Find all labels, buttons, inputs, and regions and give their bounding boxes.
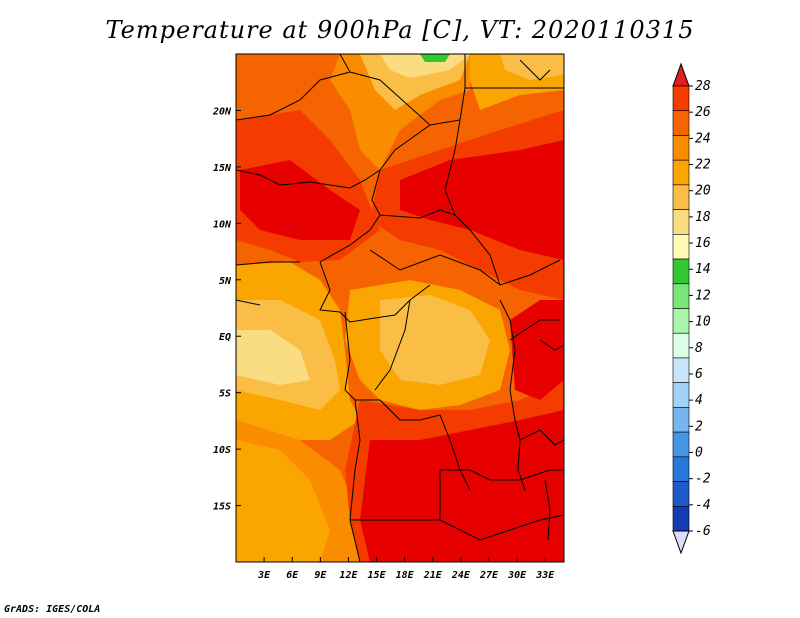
lon-label-9e: 9E: [314, 570, 327, 581]
colorbar-segment: [672, 357, 690, 383]
colorbar-segment: [672, 258, 690, 285]
lon-label-21e: 21E: [423, 570, 443, 581]
border-libya-chad: [349, 71, 564, 126]
border-zambia: [469, 469, 564, 481]
colorbar-segment: [672, 159, 690, 186]
red-sea-coast: [519, 59, 551, 81]
colorbar-label: -6: [695, 524, 711, 539]
lat-label-5n: 5N: [219, 276, 232, 287]
lon-label-18e: 18E: [396, 570, 415, 581]
field-sw-22: [236, 440, 330, 562]
border-chad-car: [379, 209, 456, 219]
colorbar-label: 4: [695, 393, 703, 408]
colorbar-label: 0: [695, 445, 703, 460]
colorbar-label: -2: [695, 472, 711, 487]
country-borders: [236, 54, 564, 562]
colorbar-label: 26: [695, 105, 711, 120]
field-south-28: [360, 410, 564, 562]
colorbar-segment: [672, 481, 690, 507]
temperature-field: [236, 54, 564, 562]
lat-label-15s: 15S: [213, 502, 231, 513]
coast-bight: [236, 299, 261, 306]
lon-label-24e: 24E: [451, 570, 471, 581]
border-nigeria-chad-cameroon: [319, 169, 381, 263]
field-central-28: [400, 140, 564, 260]
border-drc-angola: [344, 311, 471, 491]
coast-gulf: [236, 261, 300, 266]
lat-label-10s: 10S: [213, 445, 231, 456]
lat-label-20n: 20N: [212, 106, 232, 117]
colorbar-segment: [672, 407, 690, 433]
colorbar-label: 18: [695, 210, 711, 225]
border-niger-nigeria: [236, 124, 431, 189]
latitude-axis: 20N 15N 10N 5N EQ 5S 10S 15S: [212, 106, 241, 513]
credit-text: GrADS: IGES/COLA: [4, 604, 101, 615]
colorbar-label: -4: [695, 498, 711, 513]
colorbar-label: 10: [695, 315, 711, 330]
field-north-18: [380, 54, 470, 78]
colorbar-segment: [672, 332, 690, 359]
colorbar-label: 22: [695, 158, 711, 173]
lake-malawi: [544, 479, 551, 541]
colorbar-top-arrow: [672, 62, 690, 87]
colorbar-segment: [672, 184, 690, 210]
lake-tanganyika: [514, 419, 526, 491]
coast-angola: [349, 399, 361, 562]
lon-label-3e: 3E: [257, 570, 271, 581]
border-zambia-south: [439, 514, 564, 541]
colorbar-segment: [672, 85, 690, 112]
colorbar-label: 16: [695, 236, 711, 251]
longitude-axis: 3E 6E 9E 12E 15E 18E 21E 24E 27E 30E 33E: [257, 557, 555, 581]
colorbar-segment: [672, 209, 690, 235]
border-tanzania: [519, 429, 564, 446]
lat-label-10n: 10N: [213, 219, 232, 230]
colorbar-segment: [672, 456, 690, 482]
lon-label-6e: 6E: [286, 570, 299, 581]
border-cameroon-gabon: [319, 261, 431, 323]
lon-label-15e: 15E: [368, 570, 387, 581]
lon-label-12e: 12E: [339, 570, 358, 581]
colorbar-segment: [672, 135, 690, 161]
map-frame: [235, 53, 565, 563]
chart-title: Temperature at 900hPa [C], VT: 202011031…: [105, 16, 695, 44]
colorbar-label: 6: [695, 367, 703, 382]
colorbar-label: 28: [695, 79, 711, 94]
colorbar-label: 8: [695, 341, 703, 356]
colorbar-segment: [672, 308, 690, 334]
lat-label-5s: 5S: [219, 389, 231, 400]
colorbar-segment: [672, 110, 690, 136]
colorbar-segment: [672, 431, 690, 458]
lon-label-33e: 33E: [535, 570, 555, 581]
field-west-18: [236, 330, 310, 385]
border-car-drc: [369, 249, 561, 286]
colorbar-segment: [672, 505, 690, 532]
lon-label-27e: 27E: [479, 570, 499, 581]
border-congo-drc: [374, 299, 411, 391]
border-angola-namibia: [350, 469, 470, 521]
colorbar-bottom-arrow: [672, 530, 690, 555]
border-algeria-niger: [236, 54, 351, 121]
colorbar-segment: [672, 382, 690, 408]
colorbar-segment: [672, 234, 690, 260]
lat-label-15n: 15N: [213, 163, 232, 174]
field-east-28: [510, 300, 564, 400]
lat-label-eq: EQ: [219, 332, 231, 343]
colorbar-segment: [672, 283, 690, 309]
lake-victoria: [539, 339, 564, 351]
lon-label-30e: 30E: [507, 570, 527, 581]
colorbar-label: 12: [695, 288, 711, 303]
colorbar-label: 24: [695, 131, 711, 146]
field-north-14: [420, 54, 450, 62]
colorbar-label: 14: [695, 262, 711, 277]
colorbar-label: 2: [695, 419, 703, 434]
border-uganda: [509, 319, 560, 341]
field-ne-20: [500, 54, 564, 80]
colorbar-label: 20: [695, 184, 711, 199]
